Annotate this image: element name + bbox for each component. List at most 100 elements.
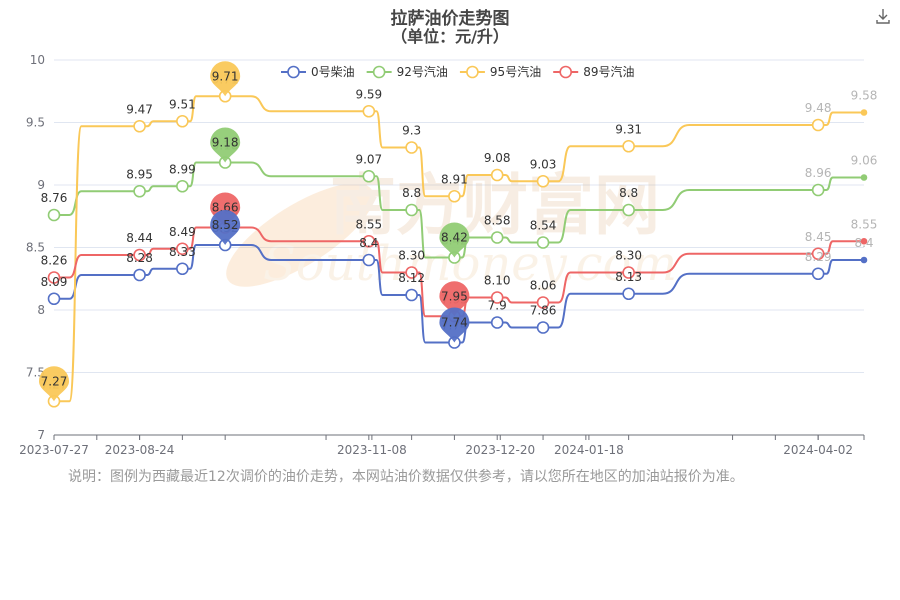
legend-item[interactable]: 95号汽油 — [459, 64, 541, 79]
pin-label: 9.71 — [212, 69, 239, 83]
series-line-0 — [54, 244, 864, 344]
data-point — [490, 316, 504, 329]
data-label: 8.99 — [169, 162, 196, 176]
legend-symbol — [466, 65, 479, 79]
data-point — [47, 292, 61, 306]
pin-label: 8.42 — [441, 231, 468, 245]
data-point — [490, 231, 504, 244]
data-point — [362, 234, 376, 248]
data-label: 8.12 — [398, 271, 425, 285]
data-label: 9.58 — [851, 89, 878, 103]
legend-item[interactable]: 0号柴油 — [281, 65, 355, 79]
data-label: 8.8 — [619, 186, 638, 200]
data-point — [47, 271, 61, 284]
data-point — [133, 119, 146, 133]
data-point — [405, 203, 418, 217]
legend-label: 89号汽油 — [583, 64, 634, 79]
pin-shape — [210, 61, 241, 97]
data-label: 8.58 — [484, 214, 511, 228]
data-point — [811, 183, 825, 197]
watermark-swoosh — [226, 183, 374, 287]
data-label: 8.30 — [398, 249, 425, 263]
legend-label: 95号汽油 — [490, 64, 541, 79]
data-point — [811, 118, 825, 132]
pin-marker-min: 7.95 — [439, 281, 470, 317]
data-point — [860, 174, 868, 181]
data-label: 8.55 — [851, 217, 878, 231]
series-line-1 — [54, 161, 864, 259]
data-point — [176, 242, 189, 256]
data-point — [47, 208, 61, 222]
data-label: 9.47 — [126, 102, 153, 116]
legend-symbol — [559, 65, 573, 79]
series-lines — [54, 95, 864, 403]
data-label: 8.29 — [805, 250, 832, 264]
chart-title: 拉萨油价走势图 — [390, 9, 510, 29]
data-point — [362, 253, 376, 267]
data-label: 9.3 — [402, 124, 421, 138]
pin-marker-min: 8.42 — [439, 222, 470, 258]
data-label: 8.4 — [854, 236, 873, 250]
pin-shape — [439, 281, 470, 317]
data-point — [133, 248, 146, 262]
pin-label: 8.52 — [212, 218, 239, 232]
legend-symbol — [372, 65, 386, 79]
y-tick-label: 10 — [30, 53, 45, 67]
legend-item[interactable]: 92号汽油 — [366, 64, 448, 79]
data-point — [860, 237, 868, 245]
data-point — [405, 288, 418, 302]
data-label: 8.45 — [805, 230, 832, 244]
data-label: 8.28 — [126, 251, 153, 265]
data-point — [622, 203, 635, 217]
data-point — [622, 266, 635, 279]
x-tick-label: 2023-08-24 — [105, 443, 175, 457]
data-point — [362, 104, 376, 118]
download-icon[interactable] — [874, 7, 892, 25]
data-point — [536, 296, 550, 309]
data-label: 8.26 — [41, 254, 68, 268]
data-point — [405, 141, 418, 154]
data-label: 8.33 — [169, 245, 196, 259]
data-label: 8.09 — [41, 275, 68, 289]
data-label: 7.9 — [488, 299, 507, 313]
pin-label: 7.74 — [441, 316, 468, 330]
pin-marker-max: 9.71 — [210, 61, 241, 97]
data-point — [176, 114, 189, 128]
data-point — [536, 174, 550, 188]
legend[interactable]: 0号柴油 92号汽油 95号汽油 89号汽油 — [281, 64, 634, 79]
pin-shape — [210, 210, 241, 245]
data-label: 8.91 — [441, 172, 468, 186]
data-point — [536, 321, 550, 334]
data-label: 8.54 — [530, 219, 557, 233]
data-point — [490, 168, 504, 182]
data-label: 8.96 — [805, 166, 832, 180]
y-tick-label: 8 — [37, 303, 45, 317]
data-point — [860, 256, 868, 264]
data-point — [176, 262, 189, 276]
y-tick-label: 8.5 — [26, 241, 45, 255]
legend-symbol — [287, 65, 300, 79]
legend-label: 0号柴油 — [311, 65, 355, 79]
data-label: 8.49 — [169, 225, 196, 239]
pin-shape — [439, 307, 470, 343]
x-tick-label: 2024-01-18 — [554, 443, 624, 457]
legend-item[interactable]: 89号汽油 — [553, 64, 634, 79]
data-label: 8.06 — [530, 279, 557, 293]
data-label: 8.8 — [402, 186, 421, 200]
x-tick-label: 2023-12-20 — [465, 443, 535, 457]
data-point — [448, 189, 461, 203]
y-tick-label: 9 — [37, 178, 45, 192]
data-label: 8.10 — [484, 274, 511, 288]
data-label: 8.76 — [41, 191, 68, 205]
watermark-en-text: Southmoney.com — [263, 236, 677, 292]
chart-note: 说明：图例为西藏最近12次调价的油价走势，本网站油价数据仅供参考，请以您所在地区… — [68, 469, 744, 485]
pin-marker-min: 7.74 — [439, 307, 470, 343]
pin-label: 7.95 — [441, 289, 468, 303]
pin-marker-max: 8.52 — [210, 210, 241, 245]
data-label: 8.13 — [615, 270, 642, 284]
data-label: 9.03 — [530, 157, 557, 171]
min-max-pins: 7.27 9.71 9.18 8.66 8.52 8.42 7.95 7.74 — [39, 61, 470, 402]
data-point — [811, 267, 825, 281]
